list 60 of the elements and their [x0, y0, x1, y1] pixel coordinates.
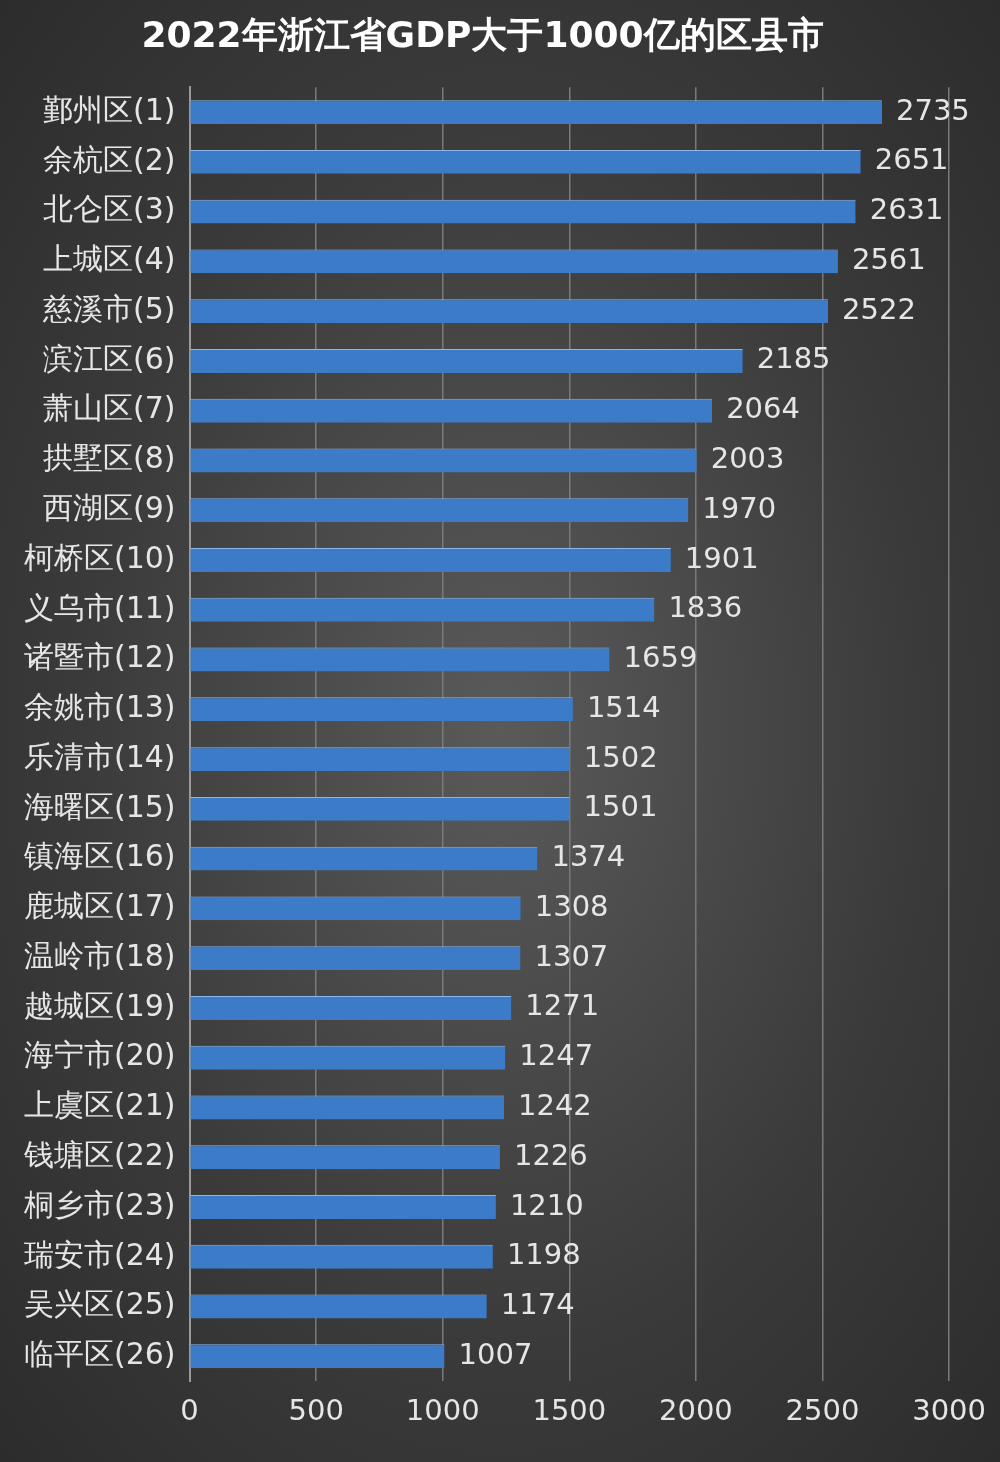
y-tick-label: 桐乡市(23): [22, 1186, 176, 1222]
data-label: 2735: [896, 92, 970, 127]
y-tick-label: 海宁市(20): [23, 1037, 176, 1073]
data-label: 2064: [726, 391, 800, 426]
y-tick-label: 海曙区(15): [23, 788, 176, 824]
y-tick-label: 吴兴区(25): [23, 1286, 176, 1322]
data-label: 1226: [513, 1137, 588, 1172]
y-tick-label: 上虞区(21): [23, 1087, 176, 1123]
x-tick-label: 3000: [912, 1393, 986, 1428]
y-tick-label: 萧山区(7): [43, 390, 176, 426]
data-label: 1198: [506, 1237, 581, 1272]
y-tick-label: 拱墅区(8): [43, 440, 176, 476]
data-label: 1174: [500, 1287, 575, 1322]
data-label: 1308: [534, 888, 609, 923]
y-tick-label: 余杭区(2): [43, 141, 176, 177]
y-tick-label: 鄞州区(1): [43, 91, 176, 127]
y-tick-label: 镇海区(16): [22, 838, 176, 874]
data-label: 2631: [869, 192, 944, 227]
y-tick-label: 西湖区(9): [43, 490, 176, 526]
y-tick-label: 滨江区(6): [43, 340, 176, 376]
y-tick-label: 乐清市(14): [23, 738, 176, 774]
y-tick-label: 瑞安市(24): [23, 1236, 176, 1272]
data-label: 1514: [586, 689, 661, 724]
x-tick-label: 0: [180, 1393, 199, 1428]
y-tick-label: 上城区(4): [43, 241, 176, 277]
data-label: 1501: [583, 789, 658, 824]
y-tick-label: 柯桥区(10): [23, 539, 176, 575]
x-tick-label: 2500: [785, 1393, 860, 1428]
y-tick-label: 温岭市(18): [23, 937, 176, 973]
chart-title: 2022年浙江省GDP大于1000亿的区县市: [141, 13, 824, 55]
data-label: 1007: [458, 1336, 533, 1371]
data-label: 2561: [851, 241, 926, 276]
data-label: 2185: [756, 341, 831, 376]
y-tick-label: 越城区(19): [23, 987, 176, 1023]
y-tick-label: 北仑区(3): [43, 191, 176, 227]
data-label: 1374: [551, 839, 626, 874]
y-tick-label: 临平区(26): [23, 1336, 176, 1372]
y-tick-label: 诸暨市(12): [23, 639, 176, 675]
x-tick-label: 1500: [532, 1393, 607, 1428]
y-tick-label: 钱塘区(22): [22, 1137, 176, 1173]
x-tick-label: 500: [288, 1393, 344, 1428]
data-label: 1271: [525, 988, 600, 1023]
x-tick-label: 2000: [659, 1393, 733, 1428]
x-tick-label: 1000: [405, 1393, 480, 1428]
data-label: 1210: [509, 1187, 584, 1222]
data-label: 1901: [684, 540, 759, 575]
y-tick-label: 鹿城区(17): [23, 888, 176, 924]
y-tick-label: 义乌市(11): [23, 589, 176, 625]
y-tick-label: 慈溪市(5): [42, 290, 176, 326]
data-label: 1836: [668, 590, 743, 625]
data-label: 1307: [534, 938, 609, 973]
data-label: 1242: [518, 1088, 592, 1122]
data-label: 2651: [874, 142, 949, 177]
data-label: 1970: [702, 490, 777, 525]
data-label: 1502: [583, 739, 658, 774]
y-tick-label: 余姚市(13): [23, 689, 176, 725]
data-label: 2522: [842, 291, 916, 326]
data-label: 2003: [710, 441, 785, 475]
data-label: 1247: [519, 1038, 594, 1073]
data-label: 1659: [623, 640, 698, 675]
